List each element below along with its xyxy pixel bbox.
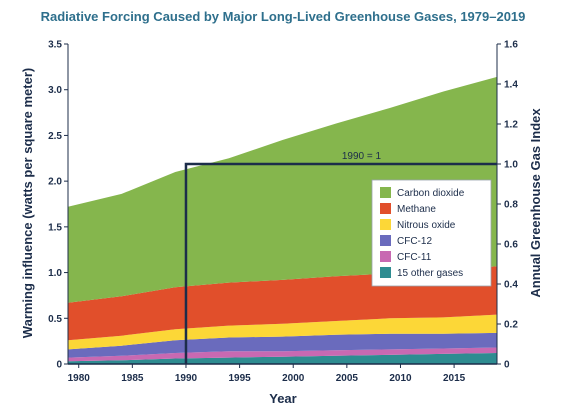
y2-tick-label: 0.8 [504, 200, 518, 211]
legend-label: CFC-11 [397, 252, 432, 263]
legend-label: CFC-12 [397, 236, 432, 247]
area-cfc-11 [68, 347, 497, 362]
y-tick-label: 2.0 [48, 177, 62, 188]
area-15-other-gases [68, 353, 497, 364]
y-tick-label: 3.0 [48, 85, 62, 96]
y2-tick-label: 1.6 [504, 40, 518, 51]
x-axis-title: Year [269, 391, 296, 406]
legend-label: Methane [397, 204, 436, 215]
area-nitrous-oxide [68, 314, 497, 350]
legend-label: Carbon dioxide [397, 188, 465, 199]
x-tick-label: 2010 [389, 373, 412, 384]
y2-tick-label: 1.0 [504, 160, 518, 171]
legend-item-nitrous-oxide: Nitrous oxide [380, 219, 456, 231]
y-tick-label: 3.5 [48, 40, 62, 51]
y2-tick-label: 0.2 [504, 320, 518, 331]
legend-label: 15 other gases [397, 268, 463, 279]
index-reference: 1990 = 1 [184, 151, 497, 364]
legend-swatch [380, 203, 391, 214]
y2-tick-label: 0.4 [504, 280, 518, 291]
y2-axis-title: Annual Greenhouse Gas Index [528, 108, 543, 298]
legend-item-cfc-12: CFC-12 [380, 235, 432, 247]
chart-title: Radiative Forcing Caused by Major Long-L… [41, 9, 526, 24]
x-tick-label: 2000 [282, 373, 305, 384]
y2-tick-label: 0.6 [504, 240, 518, 251]
x-tick-label: 1985 [121, 373, 144, 384]
legend-swatch [380, 187, 391, 198]
legend-item-cfc-11: CFC-11 [380, 251, 432, 263]
y2-tick-label: 1.2 [504, 120, 518, 131]
legend-item-carbon-dioxide: Carbon dioxide [380, 187, 465, 199]
x-tick-label: 2005 [336, 373, 359, 384]
area-cfc-12 [68, 332, 497, 358]
y-tick-label: 0.5 [48, 314, 62, 325]
y-axis-title: Warming influence (watts per square mete… [20, 68, 35, 338]
legend-swatch [380, 219, 391, 230]
axes: 0 0.5 1.0 1.5 2.0 2.5 3.0 3.5 0 0.2 0.4 0.6 0.8 1.0 1.… [48, 40, 518, 385]
legend-item-15-other-gases: 15 other gases [380, 267, 463, 279]
x-tick-label: 1990 [175, 373, 198, 384]
legend-item-methane: Methane [380, 203, 436, 215]
x-tick-label: 2015 [443, 373, 466, 384]
y-tick-label: 2.5 [48, 131, 62, 142]
legend-swatch [380, 267, 391, 278]
y-tick-label: 1.5 [48, 222, 62, 233]
x-tick-label: 1980 [68, 373, 91, 384]
legend: Carbon dioxide Methane Nitrous oxide CFC-12… [371, 179, 492, 287]
y-tick-label: 0 [56, 360, 62, 371]
index-reference-line [184, 162, 497, 364]
y-tick-label: 1.0 [48, 268, 62, 279]
y2-tick-label: 0 [504, 360, 510, 371]
legend-label: Nitrous oxide [397, 220, 456, 231]
legend-box [371, 179, 492, 287]
y2-tick-label: 1.4 [504, 80, 518, 91]
x-tick-label: 1995 [228, 373, 251, 384]
legend-swatch [380, 235, 391, 246]
index-reference-label: 1990 = 1 [342, 151, 382, 162]
legend-swatch [380, 251, 391, 262]
